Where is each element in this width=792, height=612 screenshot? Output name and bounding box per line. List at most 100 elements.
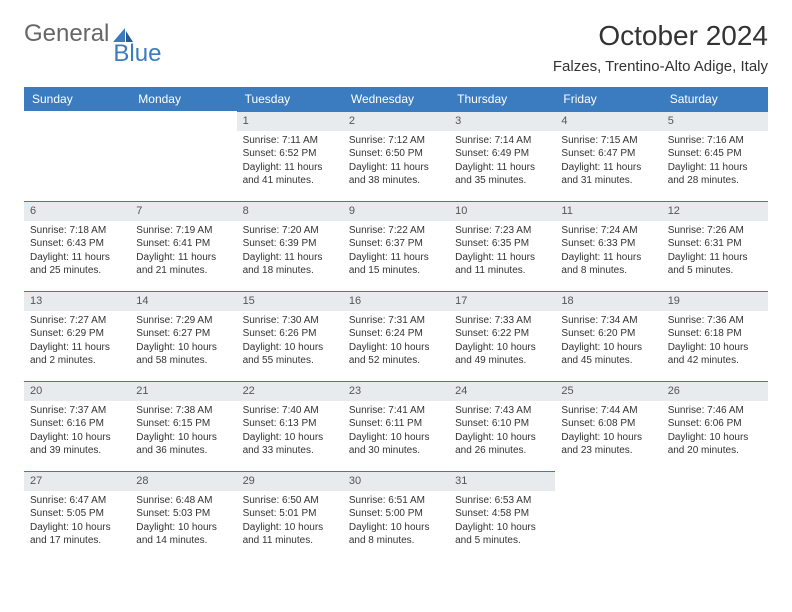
day-content: Sunrise: 7:23 AMSunset: 6:35 PMDaylight:… <box>449 221 555 282</box>
sunset-text: Sunset: 6:31 PM <box>668 237 762 251</box>
sunset-text: Sunset: 6:18 PM <box>668 327 762 341</box>
day-number: 16 <box>343 291 449 311</box>
daylight-text: Daylight: 10 hours and 23 minutes. <box>561 431 655 458</box>
calendar-day-cell <box>130 111 236 201</box>
sunrise-text: Sunrise: 7:29 AM <box>136 314 230 328</box>
sunrise-text: Sunrise: 6:47 AM <box>30 494 124 508</box>
day-number: 30 <box>343 471 449 491</box>
daylight-text: Daylight: 11 hours and 28 minutes. <box>668 161 762 188</box>
calendar-table: Sunday Monday Tuesday Wednesday Thursday… <box>24 87 768 561</box>
day-content: Sunrise: 7:29 AMSunset: 6:27 PMDaylight:… <box>130 311 236 372</box>
day-content: Sunrise: 7:19 AMSunset: 6:41 PMDaylight:… <box>130 221 236 282</box>
calendar-day-cell: 9Sunrise: 7:22 AMSunset: 6:37 PMDaylight… <box>343 201 449 291</box>
sunrise-text: Sunrise: 7:11 AM <box>243 134 337 148</box>
daylight-text: Daylight: 10 hours and 11 minutes. <box>243 521 337 548</box>
daylight-text: Daylight: 10 hours and 26 minutes. <box>455 431 549 458</box>
weekday-header-row: Sunday Monday Tuesday Wednesday Thursday… <box>24 87 768 111</box>
daylight-text: Daylight: 10 hours and 30 minutes. <box>349 431 443 458</box>
day-number: 27 <box>24 471 130 491</box>
day-content: Sunrise: 7:41 AMSunset: 6:11 PMDaylight:… <box>343 401 449 462</box>
calendar-day-cell: 8Sunrise: 7:20 AMSunset: 6:39 PMDaylight… <box>237 201 343 291</box>
calendar-day-cell: 15Sunrise: 7:30 AMSunset: 6:26 PMDayligh… <box>237 291 343 381</box>
calendar-week-row: 20Sunrise: 7:37 AMSunset: 6:16 PMDayligh… <box>24 381 768 471</box>
daylight-text: Daylight: 11 hours and 31 minutes. <box>561 161 655 188</box>
title-block: October 2024 Falzes, Trentino-Alto Adige… <box>553 20 768 75</box>
day-number: 11 <box>555 201 661 221</box>
daylight-text: Daylight: 11 hours and 11 minutes. <box>455 251 549 278</box>
day-content: Sunrise: 6:47 AMSunset: 5:05 PMDaylight:… <box>24 491 130 552</box>
sunset-text: Sunset: 6:29 PM <box>30 327 124 341</box>
calendar-day-cell: 2Sunrise: 7:12 AMSunset: 6:50 PMDaylight… <box>343 111 449 201</box>
day-content: Sunrise: 7:18 AMSunset: 6:43 PMDaylight:… <box>24 221 130 282</box>
daylight-text: Daylight: 10 hours and 17 minutes. <box>30 521 124 548</box>
sunrise-text: Sunrise: 7:26 AM <box>668 224 762 238</box>
calendar-day-cell: 28Sunrise: 6:48 AMSunset: 5:03 PMDayligh… <box>130 471 236 561</box>
daylight-text: Daylight: 11 hours and 38 minutes. <box>349 161 443 188</box>
day-content: Sunrise: 7:24 AMSunset: 6:33 PMDaylight:… <box>555 221 661 282</box>
day-content: Sunrise: 7:43 AMSunset: 6:10 PMDaylight:… <box>449 401 555 462</box>
calendar-day-cell: 30Sunrise: 6:51 AMSunset: 5:00 PMDayligh… <box>343 471 449 561</box>
calendar-day-cell: 23Sunrise: 7:41 AMSunset: 6:11 PMDayligh… <box>343 381 449 471</box>
sunrise-text: Sunrise: 7:24 AM <box>561 224 655 238</box>
day-number: 12 <box>662 201 768 221</box>
sunrise-text: Sunrise: 7:20 AM <box>243 224 337 238</box>
day-content: Sunrise: 6:53 AMSunset: 4:58 PMDaylight:… <box>449 491 555 552</box>
day-number: 24 <box>449 381 555 401</box>
sunrise-text: Sunrise: 7:38 AM <box>136 404 230 418</box>
sunrise-text: Sunrise: 7:23 AM <box>455 224 549 238</box>
sunset-text: Sunset: 6:37 PM <box>349 237 443 251</box>
logo-text-blue: Blue <box>113 40 161 68</box>
weekday-header: Sunday <box>24 87 130 111</box>
sunset-text: Sunset: 6:52 PM <box>243 147 337 161</box>
daylight-text: Daylight: 10 hours and 39 minutes. <box>30 431 124 458</box>
sunset-text: Sunset: 6:43 PM <box>30 237 124 251</box>
day-number: 17 <box>449 291 555 311</box>
daylight-text: Daylight: 11 hours and 8 minutes. <box>561 251 655 278</box>
calendar-day-cell: 26Sunrise: 7:46 AMSunset: 6:06 PMDayligh… <box>662 381 768 471</box>
calendar-day-cell: 5Sunrise: 7:16 AMSunset: 6:45 PMDaylight… <box>662 111 768 201</box>
sunset-text: Sunset: 6:33 PM <box>561 237 655 251</box>
sunrise-text: Sunrise: 6:53 AM <box>455 494 549 508</box>
daylight-text: Daylight: 10 hours and 20 minutes. <box>668 431 762 458</box>
day-content: Sunrise: 7:46 AMSunset: 6:06 PMDaylight:… <box>662 401 768 462</box>
calendar-day-cell: 22Sunrise: 7:40 AMSunset: 6:13 PMDayligh… <box>237 381 343 471</box>
day-number: 19 <box>662 291 768 311</box>
day-number: 4 <box>555 111 661 131</box>
day-content: Sunrise: 7:11 AMSunset: 6:52 PMDaylight:… <box>237 131 343 192</box>
sunset-text: Sunset: 6:50 PM <box>349 147 443 161</box>
calendar-day-cell: 21Sunrise: 7:38 AMSunset: 6:15 PMDayligh… <box>130 381 236 471</box>
calendar-day-cell: 6Sunrise: 7:18 AMSunset: 6:43 PMDaylight… <box>24 201 130 291</box>
calendar-day-cell <box>662 471 768 561</box>
sunrise-text: Sunrise: 6:51 AM <box>349 494 443 508</box>
sunrise-text: Sunrise: 7:36 AM <box>668 314 762 328</box>
day-number: 8 <box>237 201 343 221</box>
daylight-text: Daylight: 10 hours and 14 minutes. <box>136 521 230 548</box>
sunset-text: Sunset: 6:27 PM <box>136 327 230 341</box>
day-number: 31 <box>449 471 555 491</box>
sunset-text: Sunset: 5:00 PM <box>349 507 443 521</box>
sunrise-text: Sunrise: 7:12 AM <box>349 134 443 148</box>
weekday-header: Saturday <box>662 87 768 111</box>
sunrise-text: Sunrise: 7:40 AM <box>243 404 337 418</box>
calendar-day-cell <box>555 471 661 561</box>
sunset-text: Sunset: 6:06 PM <box>668 417 762 431</box>
sunset-text: Sunset: 6:24 PM <box>349 327 443 341</box>
calendar-week-row: 13Sunrise: 7:27 AMSunset: 6:29 PMDayligh… <box>24 291 768 381</box>
sunset-text: Sunset: 6:10 PM <box>455 417 549 431</box>
daylight-text: Daylight: 10 hours and 52 minutes. <box>349 341 443 368</box>
sunset-text: Sunset: 6:11 PM <box>349 417 443 431</box>
day-number: 23 <box>343 381 449 401</box>
day-number: 25 <box>555 381 661 401</box>
logo: General Blue <box>24 20 161 68</box>
day-number: 13 <box>24 291 130 311</box>
day-content: Sunrise: 7:14 AMSunset: 6:49 PMDaylight:… <box>449 131 555 192</box>
day-number: 21 <box>130 381 236 401</box>
day-number: 6 <box>24 201 130 221</box>
weekday-header: Tuesday <box>237 87 343 111</box>
day-content: Sunrise: 7:30 AMSunset: 6:26 PMDaylight:… <box>237 311 343 372</box>
day-content: Sunrise: 7:33 AMSunset: 6:22 PMDaylight:… <box>449 311 555 372</box>
calendar-day-cell: 27Sunrise: 6:47 AMSunset: 5:05 PMDayligh… <box>24 471 130 561</box>
day-number: 7 <box>130 201 236 221</box>
sunrise-text: Sunrise: 7:34 AM <box>561 314 655 328</box>
calendar-day-cell <box>24 111 130 201</box>
